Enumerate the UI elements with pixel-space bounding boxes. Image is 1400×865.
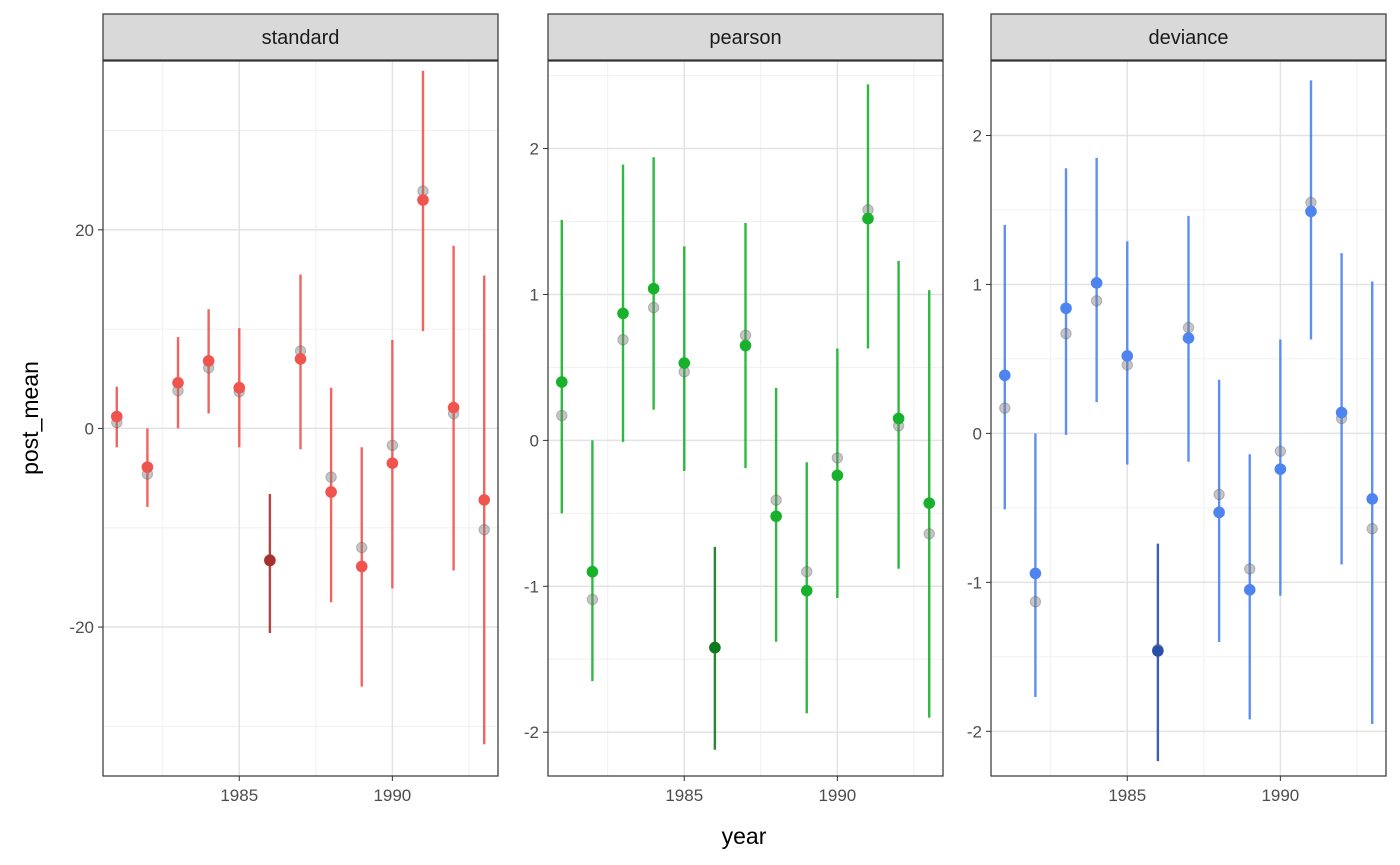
reference-point	[770, 494, 782, 506]
post-mean-point	[1029, 567, 1042, 580]
x-tick-label: 1990	[818, 786, 856, 805]
strip-background	[102, 13, 499, 61]
y-tick-label: -2	[967, 722, 982, 741]
post-mean-point	[678, 357, 691, 369]
reference-point	[617, 334, 629, 346]
reference-point	[325, 471, 337, 483]
y-tick-label: 0	[973, 424, 982, 443]
reference-point	[586, 593, 599, 606]
post-mean-point	[1213, 506, 1225, 519]
strip-background	[990, 13, 1387, 61]
reference-point	[356, 541, 368, 554]
reference-point	[831, 452, 844, 464]
post-mean-point	[417, 194, 429, 206]
strip-background	[547, 13, 944, 61]
post-mean-point	[1335, 406, 1348, 419]
panel-standard: standard -20 0 20 1985 1990	[69, 13, 499, 805]
reference-point	[478, 524, 490, 536]
post-mean-point	[1243, 584, 1256, 596]
post-mean-point	[831, 469, 844, 482]
post-mean-point	[770, 510, 782, 523]
post-mean-point	[110, 410, 123, 423]
post-mean-point	[862, 212, 874, 225]
y-tick-label: 0	[85, 419, 94, 438]
post-mean-point	[555, 376, 568, 388]
post-mean-point	[1182, 332, 1195, 344]
post-mean-point	[1060, 302, 1072, 315]
reference-point	[1366, 523, 1378, 535]
reference-point	[647, 301, 660, 314]
reference-point	[386, 439, 399, 452]
post-mean-point	[1274, 463, 1287, 475]
post-mean-point	[447, 401, 460, 414]
post-mean-point	[294, 353, 307, 365]
panel-border	[102, 60, 499, 777]
y-tick-label: 1	[530, 285, 539, 304]
reference-point	[999, 402, 1011, 414]
post-mean-point	[141, 461, 154, 473]
reference-point	[1182, 321, 1195, 334]
panel-pearson: pearson -2 -1 0 1 2 1985 1990	[524, 13, 944, 805]
reference-point	[1274, 445, 1287, 457]
x-tick-label: 1985	[1108, 786, 1146, 805]
post-mean-point	[264, 554, 276, 567]
post-mean-point	[1305, 205, 1317, 218]
post-mean-point	[355, 560, 368, 573]
post-mean-point	[892, 412, 905, 425]
x-tick-label: 1990	[1261, 786, 1299, 805]
post-mean-point	[586, 565, 599, 578]
y-tick-label: -1	[524, 577, 539, 596]
y-axis-title: post_mean	[17, 361, 43, 475]
post-mean-point	[1121, 350, 1134, 362]
reference-point	[1090, 295, 1103, 307]
x-tick-label: 1985	[665, 786, 703, 805]
post-mean-point	[923, 497, 936, 509]
post-mean-point	[617, 307, 629, 320]
reference-point	[1213, 488, 1225, 501]
strip-label: standard	[262, 27, 340, 49]
post-mean-point	[998, 369, 1011, 382]
y-tick-label: 20	[75, 221, 94, 240]
post-mean-point	[478, 494, 491, 506]
reference-point	[739, 329, 752, 342]
post-mean-point	[325, 486, 337, 498]
reference-point	[1060, 327, 1072, 340]
y-tick-label: 2	[973, 126, 982, 145]
panel-border	[990, 60, 1387, 777]
reference-point	[923, 528, 935, 540]
reference-point	[556, 409, 568, 422]
y-tick-label: -1	[967, 573, 982, 592]
y-tick-label: -2	[524, 723, 539, 742]
y-tick-label: 1	[973, 275, 982, 294]
post-mean-point	[739, 339, 752, 352]
post-mean-point	[386, 457, 399, 469]
post-mean-point	[647, 282, 660, 295]
reference-point	[801, 566, 813, 578]
y-tick-label: 0	[530, 431, 539, 450]
strip-label: pearson	[709, 27, 781, 49]
post-mean-point	[202, 355, 215, 367]
post-mean-point	[1366, 493, 1379, 505]
panel-border	[547, 60, 944, 777]
strip-label: deviance	[1148, 27, 1228, 49]
post-mean-point	[709, 641, 721, 654]
y-tick-label: 2	[530, 140, 539, 159]
x-axis-title: year	[722, 823, 767, 849]
x-tick-label: 1985	[220, 786, 258, 805]
post-mean-point	[233, 381, 246, 394]
post-mean-point	[800, 584, 813, 597]
post-mean-point	[172, 376, 184, 389]
post-mean-point	[1090, 277, 1103, 289]
panel-deviance: deviance -2 -1 0 1 2 1985 1990	[967, 13, 1387, 805]
y-tick-label: -20	[69, 618, 94, 637]
reference-point	[1244, 563, 1256, 575]
reference-point	[1029, 596, 1042, 608]
x-tick-label: 1990	[373, 786, 411, 805]
post-mean-point	[1152, 645, 1164, 657]
